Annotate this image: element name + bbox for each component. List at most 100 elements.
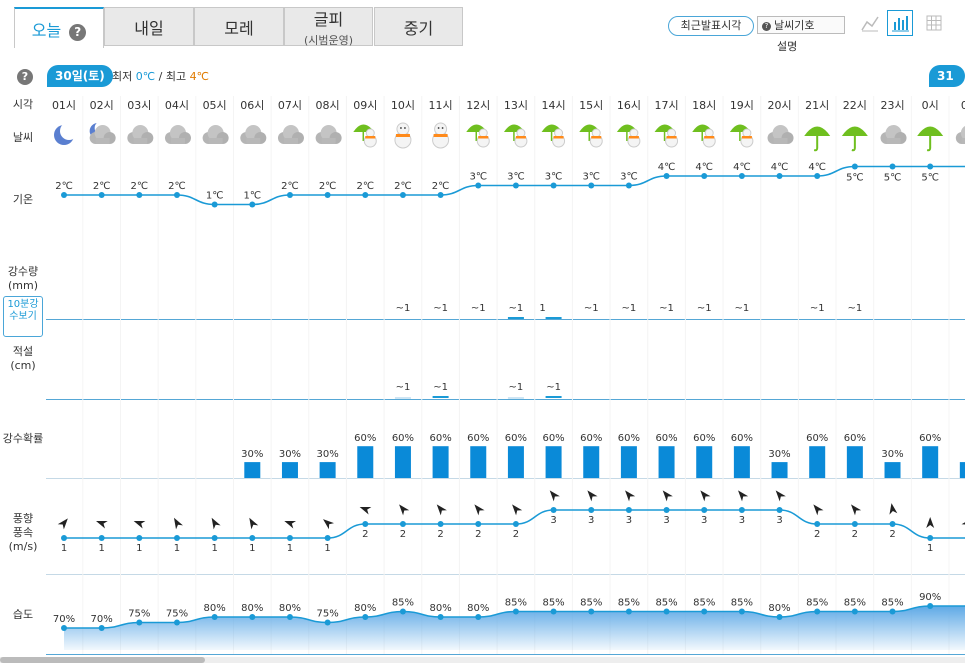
precip-prob-label: 60% (354, 433, 376, 444)
wind-speed-label: 1 (98, 543, 104, 554)
rain-snow-icon (466, 124, 490, 148)
wind-direction-arrow (512, 504, 523, 516)
hour-label: 10시 (391, 99, 415, 112)
arrow-shape (662, 490, 673, 502)
hour-label: 01 (961, 99, 965, 112)
humidity-point (663, 608, 670, 615)
precip-prob-label: 30% (317, 449, 339, 460)
precip-value: ~1 (810, 303, 825, 314)
precip-prob-bar (470, 446, 487, 478)
cloud-base (133, 138, 148, 144)
hour-label: 08시 (316, 99, 340, 112)
wind-speed-point (927, 535, 934, 541)
precip-value: ~1 (697, 303, 712, 314)
cloud-base (208, 138, 223, 144)
snowman-scarf (553, 136, 564, 139)
temperature-label: 2℃ (319, 181, 337, 192)
arrow-shape (211, 517, 221, 530)
humidity-label: 80% (467, 603, 489, 614)
precip-prob-label: 60% (429, 433, 451, 444)
ten-minute-precip-button[interactable]: 10분강수보기 (3, 296, 43, 337)
humidity-label: 80% (204, 603, 226, 614)
wind-speed-label: 3 (588, 515, 594, 526)
umbrella-canopy (804, 126, 831, 136)
help-icon[interactable]: ? (17, 69, 33, 85)
temperature-label: 3℃ (545, 172, 563, 183)
temperature-point (475, 182, 482, 189)
wind-speed-label: 2 (852, 529, 858, 540)
humidity-point (286, 614, 293, 620)
precip-prob-bar (583, 446, 600, 478)
wind-speed-point (738, 507, 745, 513)
wind-direction-arrow (249, 517, 259, 530)
wind-speed-label: 3 (663, 515, 669, 526)
wind-unit: (m/s) (8, 540, 38, 553)
bar-graph-view-button[interactable] (887, 10, 913, 36)
hour-label: 01시 (52, 99, 76, 112)
scrollbar-thumb[interactable] (0, 657, 205, 663)
precip-prob-bar (319, 462, 336, 478)
temperature-point (286, 192, 293, 198)
hour-label: 19시 (730, 99, 754, 112)
temperature-point (738, 173, 745, 179)
wind-direction-arrow (625, 490, 636, 502)
weather-legend-select[interactable]: ? 날씨기호 (757, 16, 845, 34)
bar-chart-icon (892, 16, 909, 32)
precip-value: ~1 (584, 303, 599, 314)
precip-prob-bar (244, 462, 261, 478)
wind-direction-arrow (889, 503, 898, 515)
precip-prob-bar (959, 462, 965, 478)
precip-prob-bar (545, 446, 562, 478)
temperature-point (399, 192, 406, 198)
wind-speed-label: 3 (550, 515, 556, 526)
wind-speed-label: 2 (814, 529, 820, 540)
legend-label: 날씨기호 (774, 19, 815, 32)
temperature-point (701, 173, 708, 179)
arrow-shape (889, 503, 898, 515)
snowman-scarf (628, 136, 639, 139)
wind-direction-arrow (549, 490, 560, 502)
wind-direction-arrow (57, 518, 68, 530)
wind-speed-point (701, 507, 708, 513)
tab-third-day[interactable]: 글피 (시범운영) (284, 7, 373, 47)
table-view-button[interactable] (921, 10, 947, 36)
precip-value: 1 (539, 303, 545, 314)
arrow-shape (323, 519, 335, 530)
tab-today[interactable]: 오늘? (14, 7, 104, 48)
wind-speed-point (889, 521, 896, 527)
line-graph-view-button[interactable] (857, 10, 883, 36)
temperature-label: 4℃ (733, 162, 751, 173)
precip-prob-label: 60% (919, 433, 941, 444)
arrow-shape (738, 490, 749, 502)
horizontal-scrollbar[interactable] (0, 657, 965, 663)
temperature-point (625, 182, 632, 189)
precip-prob-label: 30% (241, 449, 263, 460)
snowman-head (629, 128, 639, 138)
tab-tomorrow[interactable]: 내일 (104, 7, 194, 46)
arrow-shape (436, 504, 447, 516)
latest-release-button[interactable]: 최근발표시각 (668, 16, 754, 36)
rain-snow-icon (503, 124, 528, 148)
precip-value: ~1 (659, 303, 674, 314)
wind-speed-label: 2 (889, 529, 895, 540)
precip-prob-label: 30% (768, 449, 790, 460)
cloudy-icon (880, 125, 907, 144)
temperature-point (663, 173, 670, 179)
wind-direction-arrow (323, 519, 335, 530)
snowman-scarf (478, 136, 489, 139)
humidity-point (98, 625, 105, 631)
moon-icon (54, 122, 78, 145)
snow-label: 적설 (12, 345, 34, 358)
precip-prob-bar (884, 462, 901, 478)
arrow-shape (133, 520, 146, 529)
wind-speed-label: 1 (211, 543, 217, 554)
snow-value: ~1 (509, 382, 524, 393)
help-icon[interactable]: ? (69, 23, 87, 41)
tab-midterm[interactable]: 중기 (374, 7, 463, 46)
tab-day-after[interactable]: 모레 (194, 7, 284, 46)
snowman-icon (394, 122, 412, 149)
arrow-shape (700, 490, 711, 502)
humidity-point (173, 619, 180, 626)
arrow-shape (512, 504, 523, 516)
humidity-label: 70% (53, 614, 75, 625)
